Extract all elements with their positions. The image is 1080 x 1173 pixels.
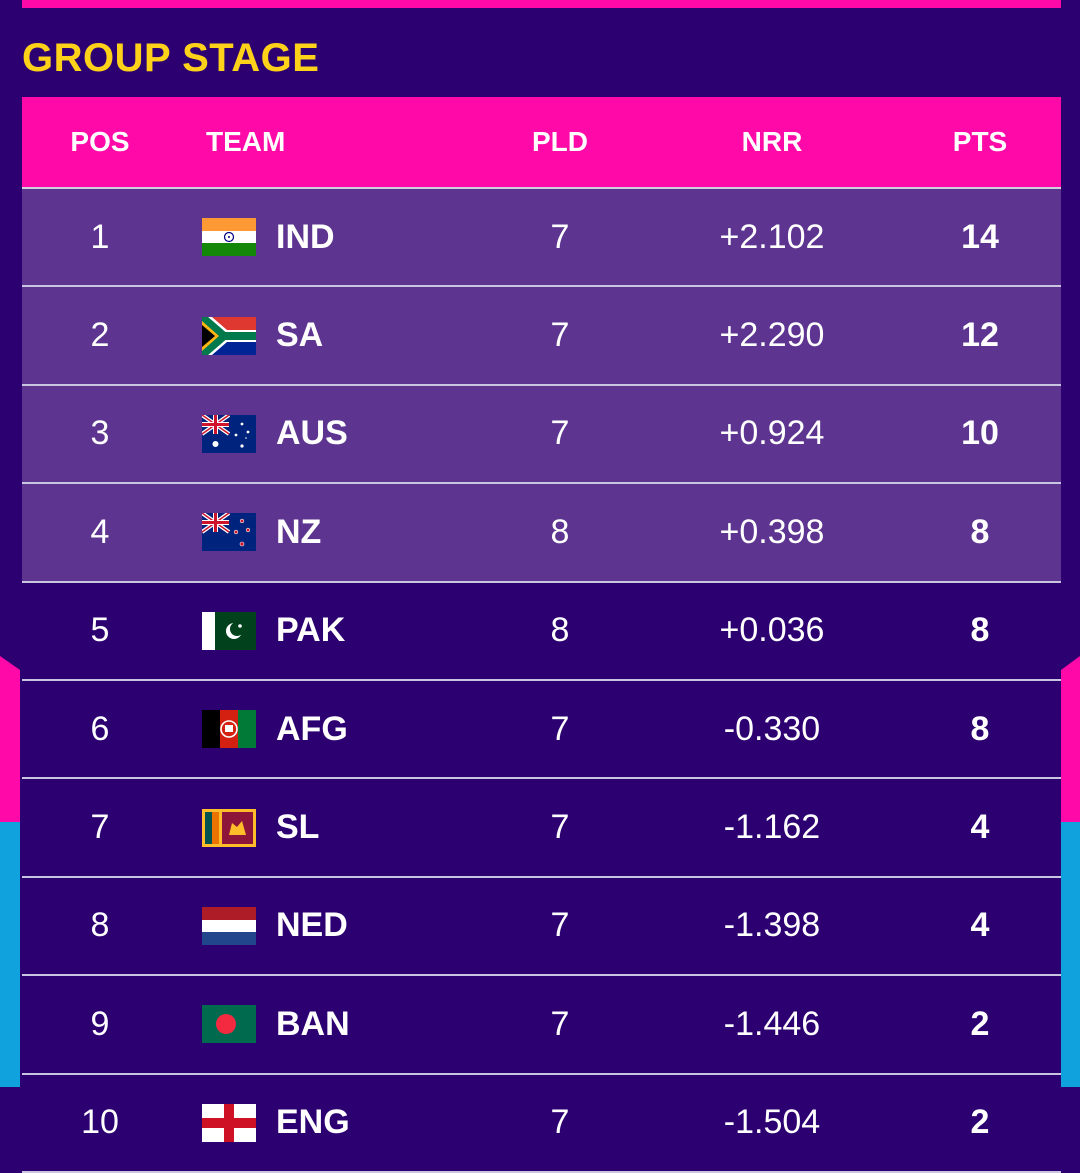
row-team: AUS [202,386,542,482]
row-pts: 12 [961,316,999,355]
bangladesh-flag-icon [202,1005,256,1044]
team-name: SA [276,316,324,355]
row-nrr: -1.504 [723,1103,821,1142]
row-team: NED [202,878,542,974]
left-blue-accent [0,822,20,1087]
table-row[interactable]: 6 AFG 7 -0.330 8 [22,680,1061,780]
row-pos: 2 [90,316,110,355]
australia-flag-icon [202,414,256,453]
row-pld: 7 [550,808,570,847]
row-pld: 7 [550,1004,570,1043]
team-name: NZ [276,512,322,551]
row-nrr: -0.330 [723,709,821,748]
header-pld: PLD [532,126,588,157]
team-name: BAN [276,1004,350,1043]
pakistan-flag-icon [202,611,256,650]
left-pink-accent [0,656,20,822]
row-pos: 8 [90,906,110,945]
top-accent-bar [22,0,1061,8]
team-name: PAK [276,611,346,650]
row-pld: 7 [550,906,570,945]
england-flag-icon [202,1103,256,1142]
row-pts: 4 [970,808,990,847]
afghanistan-flag-icon [202,710,256,749]
table-row[interactable]: 4 NZ 8 +0.398 8 [22,484,1061,583]
header-pts: PTS [952,126,1008,157]
row-pts: 8 [970,512,990,551]
header-pos: POS [70,126,130,157]
row-pld: 7 [550,414,570,453]
team-name: AUS [276,414,348,453]
row-team: ENG [202,1075,542,1171]
table-row[interactable]: 5 PAK 8 +0.036 8 [22,582,1061,681]
new-zealand-flag-icon [202,513,256,552]
row-nrr: +0.924 [719,414,825,453]
south-africa-flag-icon [202,316,256,355]
table-row[interactable]: 8 NED 7 -1.398 4 [22,877,1061,977]
row-pts: 4 [970,906,990,945]
row-pts: 10 [961,414,999,453]
row-pos: 5 [90,611,110,650]
header-nrr: NRR [741,126,803,157]
table-row[interactable]: 7 SL 7 -1.162 4 [22,779,1061,878]
row-pos: 7 [90,808,110,847]
table-row[interactable]: 2 SA 7 +2.290 12 [22,287,1061,386]
sri-lanka-flag-icon [202,808,256,847]
netherlands-flag-icon [202,906,256,945]
row-nrr: -1.162 [723,808,821,847]
row-team: BAN [202,976,542,1072]
row-pts: 2 [970,1103,990,1142]
row-team: IND [202,189,542,285]
team-name: ENG [276,1103,350,1142]
header-team: TEAM [206,126,286,157]
row-nrr: -1.446 [723,1004,821,1043]
row-team: NZ [202,484,542,580]
row-nrr: +2.290 [719,316,825,355]
row-pos: 3 [90,414,110,453]
section-title: GROUP STAGE [22,36,320,80]
row-nrr: -1.398 [723,906,821,945]
row-team: SL [202,779,542,875]
row-pos: 1 [90,217,110,256]
table-row[interactable]: 1 IND 7 +2.102 14 [22,189,1061,288]
row-pts: 8 [970,611,990,650]
table-row[interactable]: 10 ENG 7 -1.504 2 [22,1074,1061,1173]
row-pld: 7 [550,217,570,256]
row-pts: 8 [970,709,990,748]
table-header: POS TEAM PLD NRR PTS [22,97,1061,189]
standings-table: POS TEAM PLD NRR PTS 1 IND 7 +2.102 14 2 SA 7… [22,97,1061,1173]
team-name: NED [276,906,348,945]
team-name: IND [276,217,335,256]
row-team: SA [202,287,542,383]
row-pld: 7 [550,709,570,748]
row-team: AFG [202,681,542,777]
row-pos: 6 [90,709,110,748]
team-name: SL [276,808,320,847]
row-pos: 10 [81,1103,119,1142]
row-pts: 14 [961,217,999,256]
right-pink-accent [1061,656,1080,822]
row-pos: 4 [90,512,110,551]
row-nrr: +0.036 [719,611,825,650]
row-nrr: +2.102 [719,217,825,256]
table-row[interactable]: 9 BAN 7 -1.446 2 [22,976,1061,1075]
row-pld: 7 [550,316,570,355]
right-blue-accent [1061,822,1080,1087]
table-row[interactable]: 3 AUS 7 +0.924 10 [22,385,1061,485]
row-pld: 8 [550,512,570,551]
row-pld: 8 [550,611,570,650]
row-pos: 9 [90,1004,110,1043]
row-team: PAK [202,583,542,679]
row-pld: 7 [550,1103,570,1142]
india-flag-icon [202,218,256,257]
row-nrr: +0.398 [719,512,825,551]
team-name: AFG [276,709,348,748]
row-pts: 2 [970,1004,990,1043]
